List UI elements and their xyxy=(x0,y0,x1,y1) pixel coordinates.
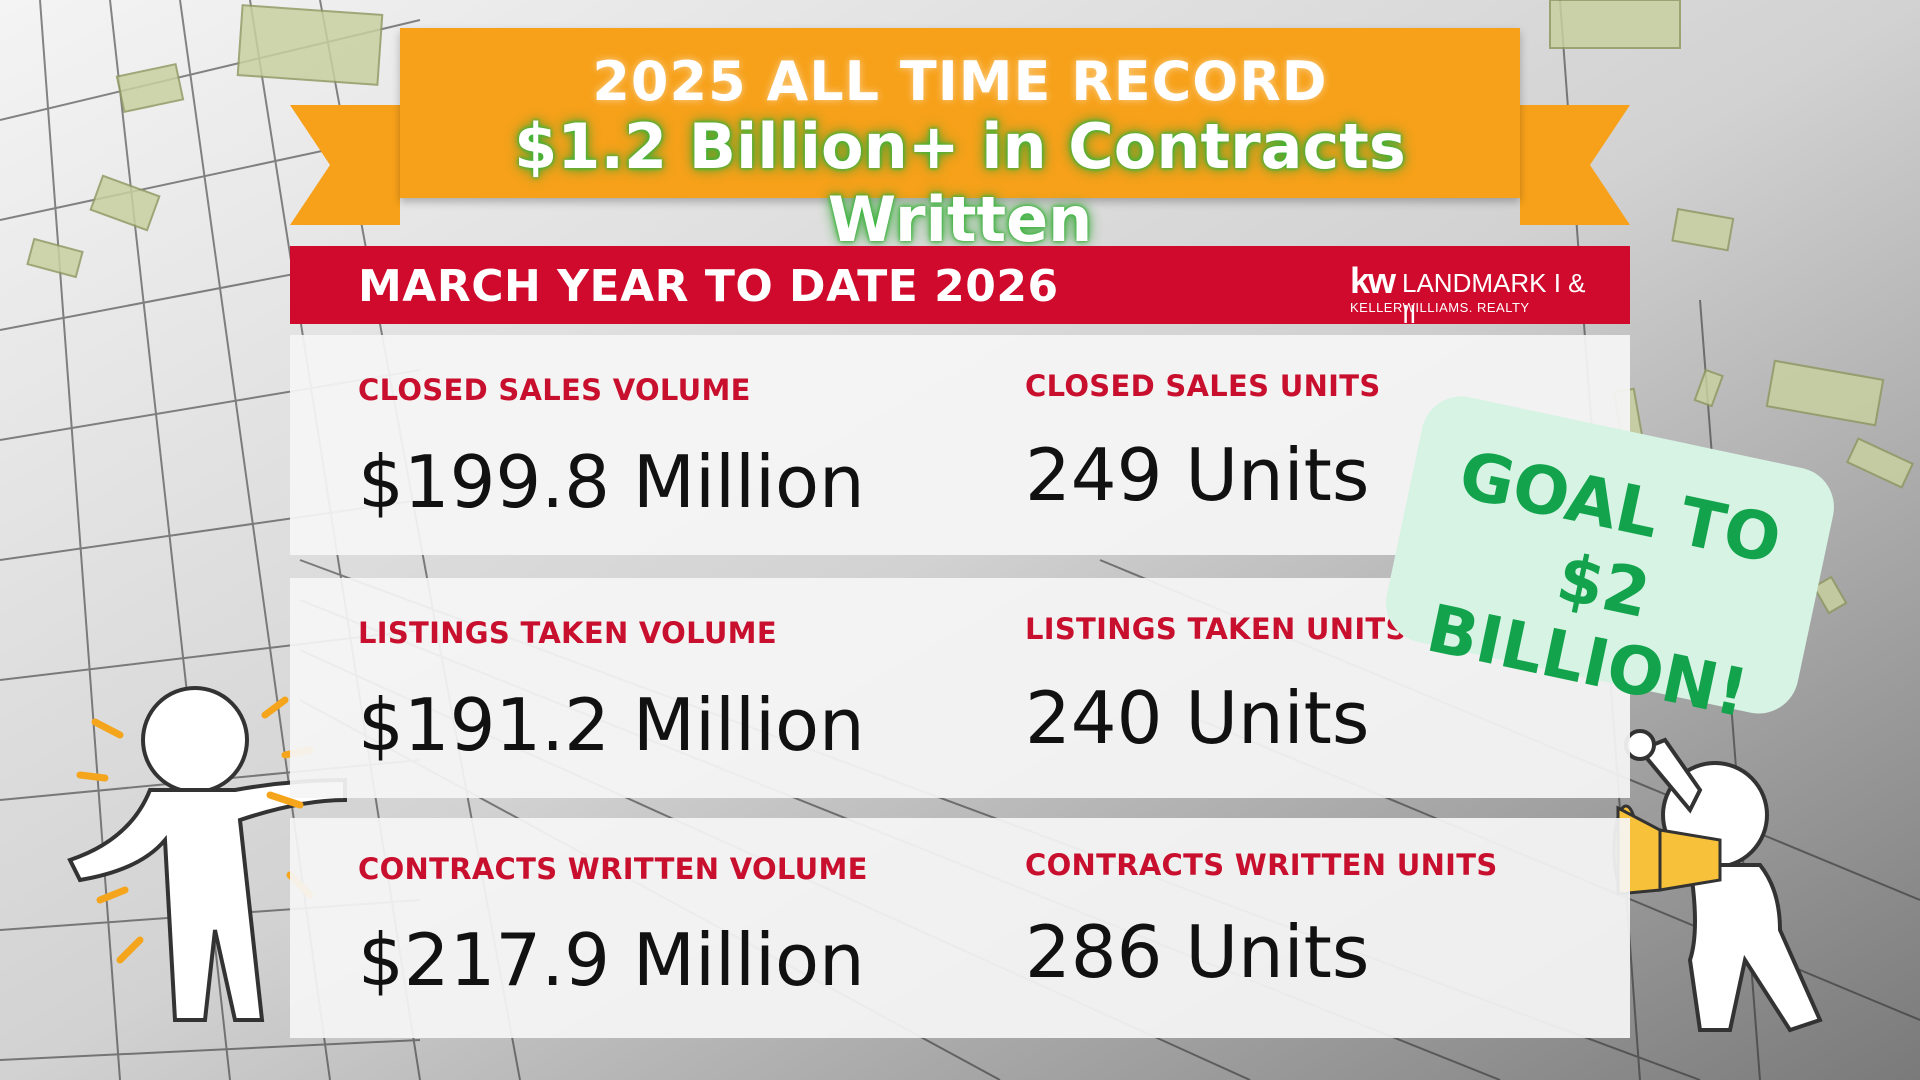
kw-logo: kw LANDMARK I & II KELLERWILLIAMS. REALT… xyxy=(1350,260,1600,329)
banner-line2: $1.2 Billion+ in Contracts Written xyxy=(514,110,1406,256)
money-bills xyxy=(26,0,1915,615)
logo-sub: KELLERWILLIAMS. REALTY xyxy=(1350,300,1530,315)
ytd-header-bar: MARCH YEAR TO DATE 2026 kw LANDMARK I & … xyxy=(290,246,1630,329)
contracts-units-value: 286 Units xyxy=(1025,910,1370,994)
contracts-units-label: CONTRACTS WRITTEN UNITS xyxy=(1025,848,1498,882)
closed-volume-label: CLOSED SALES VOLUME xyxy=(358,373,751,407)
listings-units-value: 240 Units xyxy=(1025,676,1370,760)
listings-units-label: LISTINGS TAKEN UNITS xyxy=(1025,612,1407,646)
banner-ribbon-ends xyxy=(290,105,1630,225)
kw-mark: kw xyxy=(1350,260,1396,301)
stats-row-listings: LISTINGS TAKEN VOLUME $191.2 Million LIS… xyxy=(290,578,1630,798)
closed-units-value: 249 Units xyxy=(1025,433,1370,517)
listings-volume-label: LISTINGS TAKEN VOLUME xyxy=(358,616,777,650)
contracts-volume-label: CONTRACTS WRITTEN VOLUME xyxy=(358,852,868,886)
logo-name: LANDMARK I & II xyxy=(1402,268,1586,329)
ytd-title: MARCH YEAR TO DATE 2026 xyxy=(358,261,1059,312)
closed-volume-value: $199.8 Million xyxy=(358,440,865,524)
pointing-figure xyxy=(67,686,347,1022)
stats-row-contracts: CONTRACTS WRITTEN VOLUME $217.9 Million … xyxy=(290,818,1630,1038)
contracts-volume-value: $217.9 Million xyxy=(358,918,865,1002)
record-banner: 2025 ALL TIME RECORD $1.2 Billion+ in Co… xyxy=(400,28,1520,256)
closed-units-label: CLOSED SALES UNITS xyxy=(1025,369,1381,403)
listings-volume-value: $191.2 Million xyxy=(358,683,865,767)
banner-line1: 2025 ALL TIME RECORD xyxy=(592,50,1328,113)
